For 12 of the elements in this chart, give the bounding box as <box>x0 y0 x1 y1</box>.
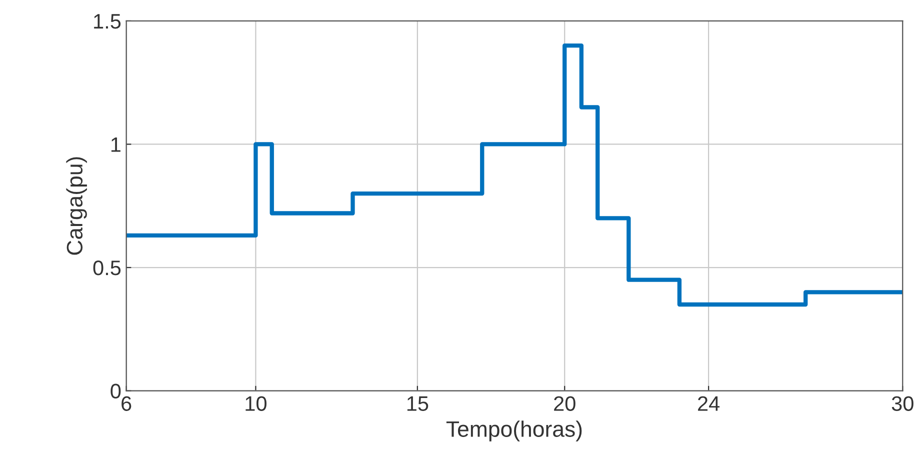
x-tick-label: 6 <box>122 396 132 411</box>
y-tick-label: 1 <box>111 137 120 152</box>
x-tick-label: 30 <box>892 396 914 411</box>
y-tick-label: 0.5 <box>93 260 121 276</box>
y-axis-title: Carga(pu) <box>66 157 87 255</box>
x-tick-label: 24 <box>698 396 720 411</box>
x-tick-label: 15 <box>407 396 428 411</box>
y-tick-label: 0 <box>110 384 121 399</box>
x-tick-label: 20 <box>554 396 576 411</box>
x-tick-label: 10 <box>246 396 266 411</box>
x-axis-title: Tempo(horas) <box>446 420 582 442</box>
y-tick-label: 1.5 <box>94 14 121 29</box>
